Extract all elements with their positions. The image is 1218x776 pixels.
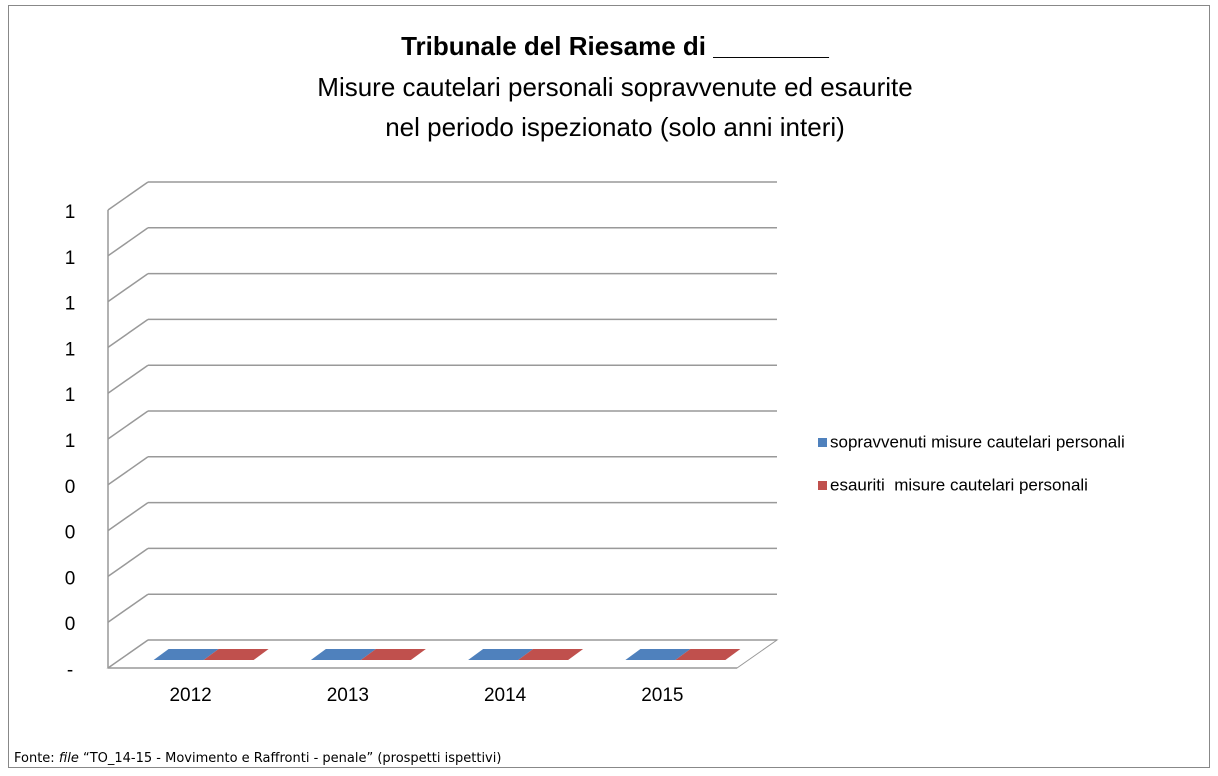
bar: [203, 649, 269, 660]
y-tick-label: 0: [65, 568, 76, 589]
grid-line-side: [107, 410, 149, 440]
grid-line-side: [107, 318, 149, 349]
bar: [518, 649, 584, 660]
legend-swatch: [818, 481, 827, 490]
grid-line-side: [107, 364, 149, 394]
bar-top: [518, 649, 584, 660]
bar: [360, 649, 426, 660]
y-tick-label: 0: [65, 523, 76, 544]
bar: [310, 649, 376, 660]
y-tick-label: 1: [65, 431, 76, 452]
x-tick-label: 2015: [641, 685, 683, 706]
bar: [468, 649, 534, 660]
source-prefix: Fonte:: [14, 751, 59, 766]
y-tick-label: 0: [65, 614, 76, 635]
bar-top: [153, 649, 219, 660]
chart-title: Tribunale del Riesame di ________: [401, 31, 829, 61]
y-tick-label: 1: [65, 248, 76, 269]
bar-top: [625, 649, 691, 660]
chart-subtitle: Misure cautelari personali sopravvenute …: [317, 72, 912, 102]
source-italic: file: [58, 751, 79, 766]
bar-top: [203, 649, 269, 660]
grid-line-side: [107, 501, 149, 532]
y-tick-label: 0: [65, 477, 76, 498]
y-tick-label: -: [67, 660, 73, 681]
bar-top: [675, 649, 741, 660]
y-tick-label: 1: [65, 202, 76, 223]
bar: [625, 649, 691, 660]
chart-subtitle: nel periodo ispezionato (solo anni inter…: [385, 112, 845, 142]
grid-line-side: [107, 227, 149, 257]
bar-top: [310, 649, 376, 660]
bar-top: [468, 649, 534, 660]
grid-line-side: [107, 639, 149, 669]
grid-line-side: [107, 181, 149, 211]
x-tick-label: 2014: [484, 685, 527, 706]
bar-top: [360, 649, 426, 660]
bar: [675, 649, 741, 660]
source-note: Fonte: file “TO_14-15 - Movimento e Raff…: [14, 751, 501, 766]
legend-swatch: [818, 438, 827, 447]
grid-line-side: [107, 456, 149, 486]
legend-label: sopravvenuti misure cautelari personali: [830, 432, 1125, 451]
grid-line-side: [107, 272, 149, 303]
grid-line-side: [107, 547, 149, 578]
grid-line-side: [107, 593, 149, 623]
x-tick-label: 2012: [169, 685, 211, 706]
y-tick-label: 1: [65, 339, 76, 360]
y-tick-label: 1: [65, 294, 76, 315]
source-rest: “TO_14-15 - Movimento e Raffronti - pena…: [78, 751, 502, 766]
x-tick-label: 2013: [327, 685, 369, 706]
legend-label: esauriti misure cautelari personali: [830, 475, 1088, 494]
y-tick-label: 1: [65, 385, 76, 406]
bar: [153, 649, 219, 660]
